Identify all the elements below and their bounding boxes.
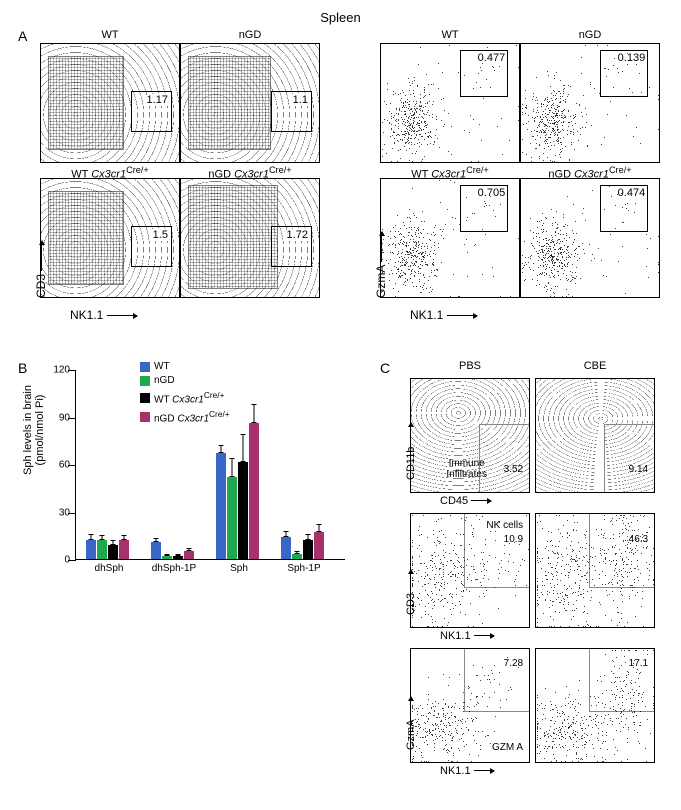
gate-value: 1.72 (287, 229, 308, 241)
figure-super-title: Spleen (10, 10, 671, 25)
facs-cell: nGD 0.139 (520, 28, 660, 163)
facs-cell: WT Cx3cr1Cre/+ 1.5 (40, 163, 180, 298)
gate-value: 46.3 (629, 534, 648, 545)
gate-value: 17.1 (629, 658, 648, 669)
gate-value: 1.17 (147, 94, 168, 106)
gate-value: 9.14 (629, 464, 648, 475)
facs-title: nGD Cx3cr1Cre/+ (520, 163, 660, 178)
panel-b-ylabel: Sph levels in brain(pmol/nmol Pi) (22, 360, 46, 500)
panel-a-label: A (18, 28, 27, 44)
facs-title: nGD Cx3cr1Cre/+ (180, 163, 320, 178)
facs-contour-plot: 9.14 (535, 378, 655, 493)
facs-cell: nGD Cx3cr1Cre/+ 0.474 (520, 163, 660, 298)
gate-value: 0.139 (618, 52, 646, 64)
facs-contour-plot: 0.139 (520, 43, 660, 163)
axis-y-label: GzmA (374, 232, 388, 298)
facs-dot-plot: 46.3 (535, 513, 655, 628)
panel-b: Sph levels in brain(pmol/nmol Pi) WTnGDW… (20, 360, 370, 620)
panel-c-col-title: PBS (410, 360, 530, 372)
facs-contour-plot: 1.1 (180, 43, 320, 163)
facs-contour-plot: 1.72 (180, 178, 320, 298)
axis-y-label: CD11b (405, 424, 417, 481)
facs-title: WT (40, 28, 180, 43)
panel-a: WT 1.17 nGD 1.1 (40, 28, 660, 328)
gate-value: 3.52 (504, 464, 523, 475)
facs-contour-plot: 0.705 (380, 178, 520, 298)
axis-x-label: NK1.1 (440, 765, 494, 777)
axis-x-label: NK1.1 (440, 630, 494, 642)
axis-y-label: CD3 (405, 570, 417, 615)
gate-value: 1.5 (153, 229, 168, 241)
facs-title: WT Cx3cr1Cre/+ (40, 163, 180, 178)
gate-value: 1.1 (293, 94, 308, 106)
panel-c: PBS CBE ImmuneInfiltrates 3.52 9.14 CD11… (380, 360, 670, 780)
facs-contour-plot: 0.477 (380, 43, 520, 163)
panel-a-right-block: WT 0.477 nGD 0.139 WT Cx3cr1Cre/+ (380, 28, 660, 298)
facs-title: WT (380, 28, 520, 43)
facs-cell: nGD 1.1 (180, 28, 320, 163)
facs-title: nGD (520, 28, 660, 43)
facs-contour-plot: 1.5 (40, 178, 180, 298)
facs-cell: WT 0.477 (380, 28, 520, 163)
axis-x-label: CD45 (440, 495, 491, 507)
facs-cell: WT 1.17 (40, 28, 180, 163)
axis-y-label: GzmA (405, 697, 417, 750)
annotation: GZM A (492, 742, 523, 753)
facs-dot-plot: NK cells 10.9 (410, 513, 530, 628)
gate-value: 10.9 (504, 534, 523, 545)
facs-title: WT Cx3cr1Cre/+ (380, 163, 520, 178)
panel-b-chart: 0306090120dhSphdhSph-1PSphSph-1P (75, 370, 345, 560)
gate-value: 7.28 (504, 658, 523, 669)
panel-a-left-block: WT 1.17 nGD 1.1 (40, 28, 320, 298)
facs-dot-plot: 17.1 (535, 648, 655, 763)
facs-cell: WT Cx3cr1Cre/+ 0.705 (380, 163, 520, 298)
axis-x-label: NK1.1 (410, 308, 477, 322)
facs-title: nGD (180, 28, 320, 43)
figure-root: Spleen A WT 1.17 nGD (10, 10, 671, 800)
facs-contour-plot: 1.17 (40, 43, 180, 163)
axis-x-label: NK1.1 (70, 308, 137, 322)
annotation: NK cells (486, 520, 523, 531)
facs-dot-plot: 7.28 GZM A (410, 648, 530, 763)
facs-cell: nGD Cx3cr1Cre/+ 1.72 (180, 163, 320, 298)
facs-contour-plot: 0.474 (520, 178, 660, 298)
annotation: ImmuneInfiltrates (446, 458, 487, 480)
facs-contour-plot: ImmuneInfiltrates 3.52 (410, 378, 530, 493)
panel-c-col-title: CBE (535, 360, 655, 372)
axis-y-label: CD3 (34, 241, 48, 298)
